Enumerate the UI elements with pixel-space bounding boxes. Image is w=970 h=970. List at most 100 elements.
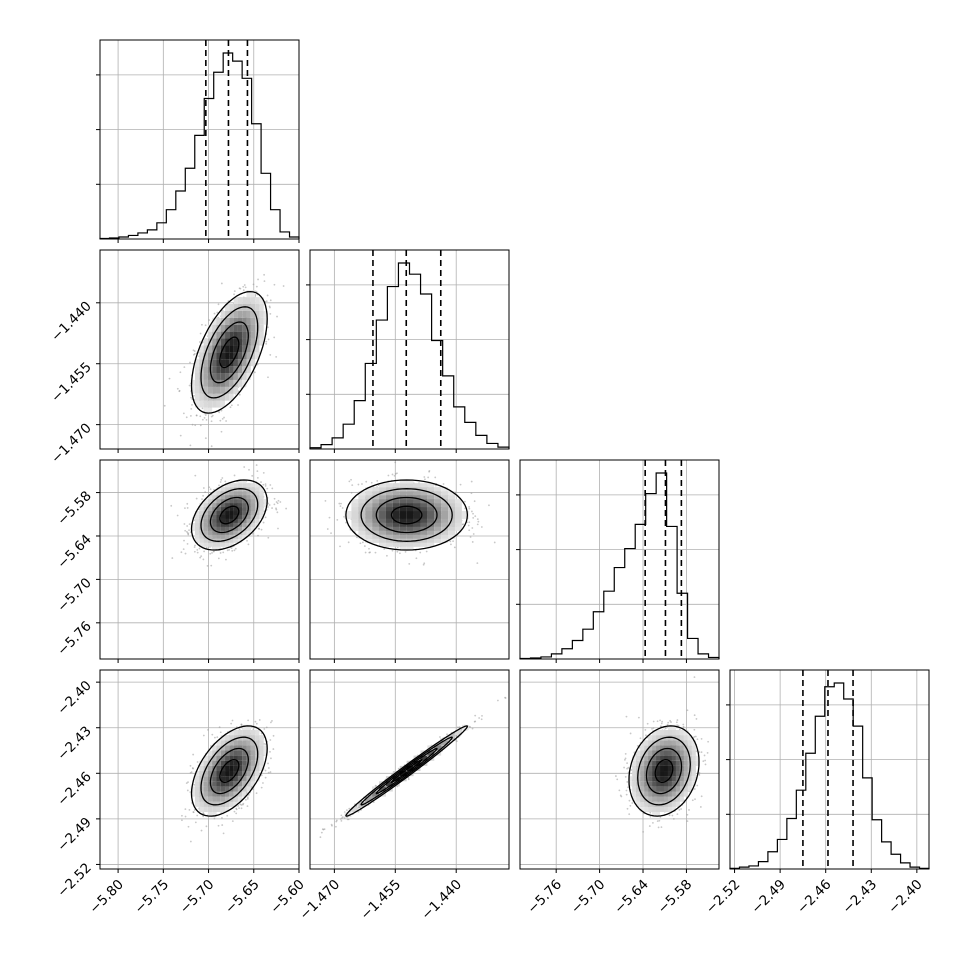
scatter-point bbox=[223, 416, 225, 419]
density-cell bbox=[246, 352, 251, 360]
density-cell bbox=[237, 503, 243, 508]
scatter-point bbox=[216, 311, 219, 314]
density-cell bbox=[255, 297, 260, 305]
density-cell bbox=[420, 487, 428, 492]
scatter-point bbox=[453, 546, 456, 549]
density-cell bbox=[229, 534, 234, 539]
density-cell bbox=[399, 511, 407, 515]
density-cell bbox=[220, 503, 226, 508]
scatter-point bbox=[163, 404, 166, 407]
density-cell bbox=[434, 487, 442, 492]
density-cell bbox=[379, 511, 386, 515]
density-cell bbox=[212, 373, 217, 380]
scatter-point bbox=[219, 481, 222, 483]
scatter-point bbox=[170, 504, 173, 507]
density-cell bbox=[225, 373, 230, 380]
density-cell bbox=[194, 511, 200, 515]
panel-0-0 bbox=[96, 39, 300, 243]
density-cell bbox=[229, 522, 234, 527]
scatter-point bbox=[245, 798, 247, 801]
density-cell bbox=[212, 499, 217, 504]
density-cell bbox=[212, 495, 217, 500]
scatter-point bbox=[359, 542, 362, 545]
density-cell bbox=[242, 507, 247, 512]
scatter-point bbox=[181, 819, 183, 822]
scatter-point bbox=[470, 492, 473, 495]
scatter-point bbox=[330, 532, 332, 535]
scatter-point bbox=[271, 507, 273, 509]
density-cell bbox=[207, 324, 213, 332]
density-cell bbox=[461, 511, 469, 515]
density-cell bbox=[351, 518, 359, 523]
scatter-point bbox=[220, 282, 223, 285]
density-cell bbox=[255, 304, 260, 311]
density-cell bbox=[420, 491, 428, 496]
density-cell bbox=[212, 542, 217, 547]
scatter-point bbox=[270, 757, 272, 760]
density-cell bbox=[199, 400, 204, 408]
scatter-point bbox=[472, 517, 475, 519]
density-cell bbox=[454, 526, 462, 531]
scatter-point bbox=[182, 412, 185, 415]
density-cell bbox=[220, 511, 226, 515]
density-cell bbox=[216, 499, 221, 504]
density-cell bbox=[190, 379, 195, 387]
scatter-point bbox=[230, 404, 233, 407]
scatter-point bbox=[218, 484, 220, 487]
density-cell bbox=[246, 310, 251, 318]
scatter-point bbox=[186, 542, 189, 545]
density-cell bbox=[216, 352, 221, 360]
density-cell bbox=[212, 491, 217, 496]
scatter-point bbox=[176, 514, 179, 517]
density-cell bbox=[233, 345, 238, 353]
panel-2-2 bbox=[516, 459, 720, 663]
scatter-point bbox=[176, 387, 179, 390]
scatter-point bbox=[285, 507, 288, 510]
density-cell bbox=[199, 542, 204, 547]
scatter-point bbox=[340, 502, 342, 505]
density-cell bbox=[379, 487, 386, 492]
density-cell bbox=[216, 331, 221, 339]
density-cell bbox=[229, 491, 234, 496]
scatter-point bbox=[276, 315, 278, 318]
density-cell bbox=[229, 542, 234, 547]
density-cell bbox=[216, 386, 221, 394]
density-cell bbox=[203, 407, 208, 415]
scatter-point bbox=[221, 816, 223, 819]
density-cell bbox=[225, 359, 230, 367]
scatter-point bbox=[198, 547, 201, 550]
scatter-point bbox=[493, 541, 496, 544]
density-cell bbox=[255, 345, 260, 353]
scatter-point bbox=[243, 466, 246, 468]
density-cell bbox=[199, 507, 204, 512]
scatter-point bbox=[193, 546, 196, 549]
density-cell bbox=[207, 511, 213, 515]
y-tick-label: −1.470 bbox=[48, 420, 95, 467]
scatter-point bbox=[415, 557, 418, 560]
density-cell bbox=[413, 511, 421, 515]
density-cell bbox=[406, 499, 414, 504]
density-cell bbox=[372, 522, 380, 527]
density-cell bbox=[448, 495, 455, 500]
density-cell bbox=[207, 379, 213, 387]
scatter-point bbox=[193, 353, 196, 355]
scatter-point bbox=[260, 481, 262, 483]
density-cell bbox=[399, 542, 407, 547]
density-cell bbox=[259, 487, 264, 492]
density-cell bbox=[194, 366, 200, 374]
density-cell bbox=[372, 499, 380, 504]
scatter-point bbox=[339, 545, 341, 548]
scatter-point bbox=[251, 532, 254, 535]
scatter-point bbox=[267, 326, 269, 329]
density-cell bbox=[203, 366, 208, 374]
scatter-point bbox=[364, 551, 367, 554]
scatter-point bbox=[459, 483, 462, 486]
density-cell bbox=[212, 522, 217, 527]
density-cell bbox=[385, 518, 393, 523]
panel-frame bbox=[99, 459, 300, 660]
density-cell bbox=[250, 514, 256, 519]
y-tick-label: −5.70 bbox=[54, 575, 95, 616]
scatter-point bbox=[193, 809, 196, 811]
density-cell bbox=[229, 507, 234, 512]
scatter-point bbox=[237, 404, 239, 406]
